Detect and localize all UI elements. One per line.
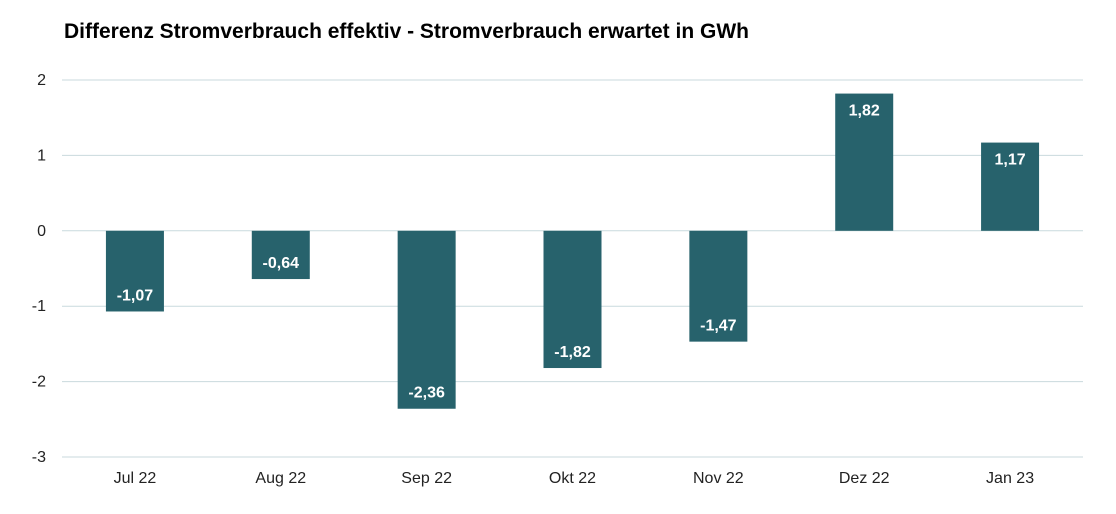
y-tick-label: 1 xyxy=(37,147,46,164)
y-tick-label: 0 xyxy=(37,223,46,240)
bar xyxy=(105,230,164,312)
bar xyxy=(981,142,1040,231)
data-label: -1,47 xyxy=(700,318,737,335)
x-tick-label: Dez 22 xyxy=(839,470,890,487)
y-tick-label: -1 xyxy=(32,298,46,315)
y-tick-label: -3 xyxy=(32,449,46,466)
chart-title: Differenz Stromverbrauch effektiv - Stro… xyxy=(64,20,749,43)
data-label: -2,36 xyxy=(408,385,445,402)
y-tick-label: -2 xyxy=(32,374,46,391)
bar xyxy=(689,230,748,342)
data-label: 1,17 xyxy=(995,152,1026,169)
x-tick-label: Aug 22 xyxy=(255,470,306,487)
bar xyxy=(543,230,602,369)
data-label: -1,07 xyxy=(117,287,154,304)
y-tick-label: 2 xyxy=(37,72,46,89)
data-label: 1,82 xyxy=(849,103,880,120)
x-tick-label: Sep 22 xyxy=(401,470,452,487)
data-label: -0,64 xyxy=(263,255,300,272)
x-tick-label: Jul 22 xyxy=(114,470,157,487)
bar xyxy=(251,230,310,280)
bar xyxy=(397,230,456,409)
x-tick-label: Jan 23 xyxy=(986,470,1034,487)
bar xyxy=(835,93,894,231)
data-label: -1,82 xyxy=(554,344,591,361)
x-tick-label: Okt 22 xyxy=(549,470,596,487)
x-tick-label: Nov 22 xyxy=(693,470,744,487)
